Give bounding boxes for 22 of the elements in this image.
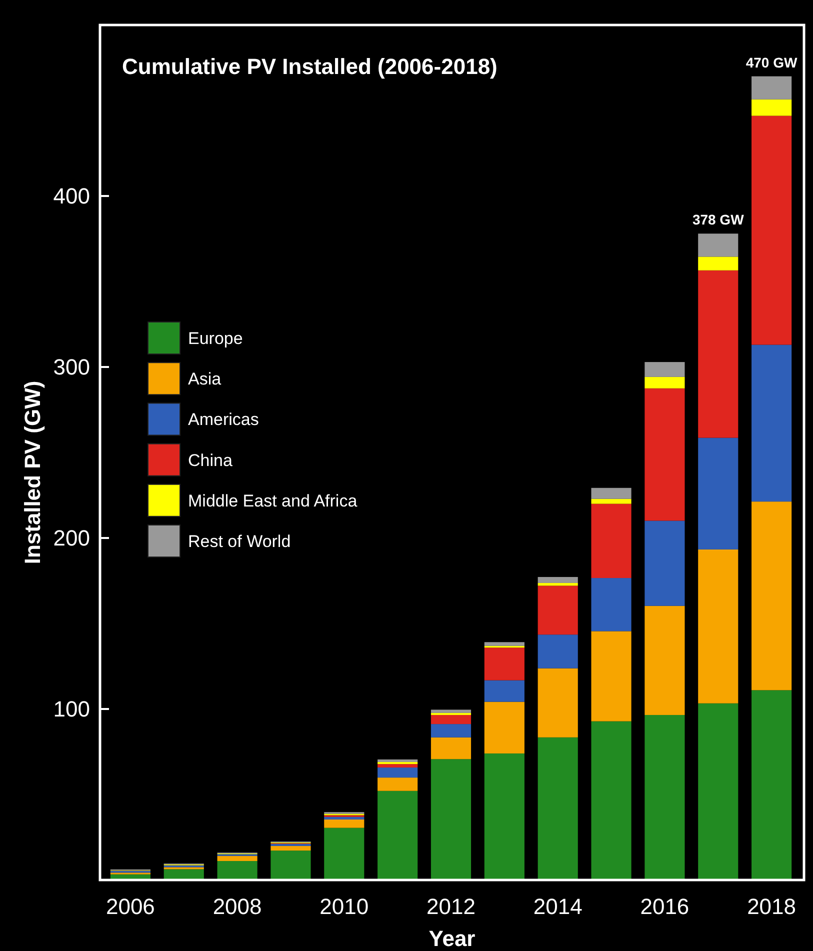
- x-tick-label: 2006: [106, 894, 155, 919]
- x-tick-label: 2010: [320, 894, 369, 919]
- legend-label: China: [188, 450, 233, 470]
- total-label: 378 GW: [692, 212, 745, 228]
- y-tick-label: 100: [53, 696, 90, 722]
- y-tick-label: 300: [53, 354, 90, 380]
- x-tick-label: 2016: [640, 894, 690, 919]
- x-tick-label: 2012: [426, 894, 476, 919]
- legend-label: Rest of World: [188, 532, 291, 551]
- y-tick-label: 200: [53, 526, 90, 551]
- legend-label: Europe: [188, 328, 243, 348]
- total-label: 470 GW: [746, 54, 798, 70]
- text: Cumulative PV Installed (2006-2018): [122, 54, 498, 79]
- x-tick-label: 2018: [747, 894, 796, 919]
- y-tick-label: 400: [53, 184, 90, 209]
- x-tick-label: 2014: [533, 894, 582, 919]
- legend-label: Asia: [188, 370, 222, 389]
- x-axis-title: Year: [428, 926, 476, 951]
- legend-label: Americas: [188, 410, 259, 430]
- legend-label: Middle East and Africa: [188, 491, 358, 510]
- x-tick-label: 2008: [212, 894, 262, 919]
- y-axis-title: Installed PV (GW): [20, 380, 45, 564]
